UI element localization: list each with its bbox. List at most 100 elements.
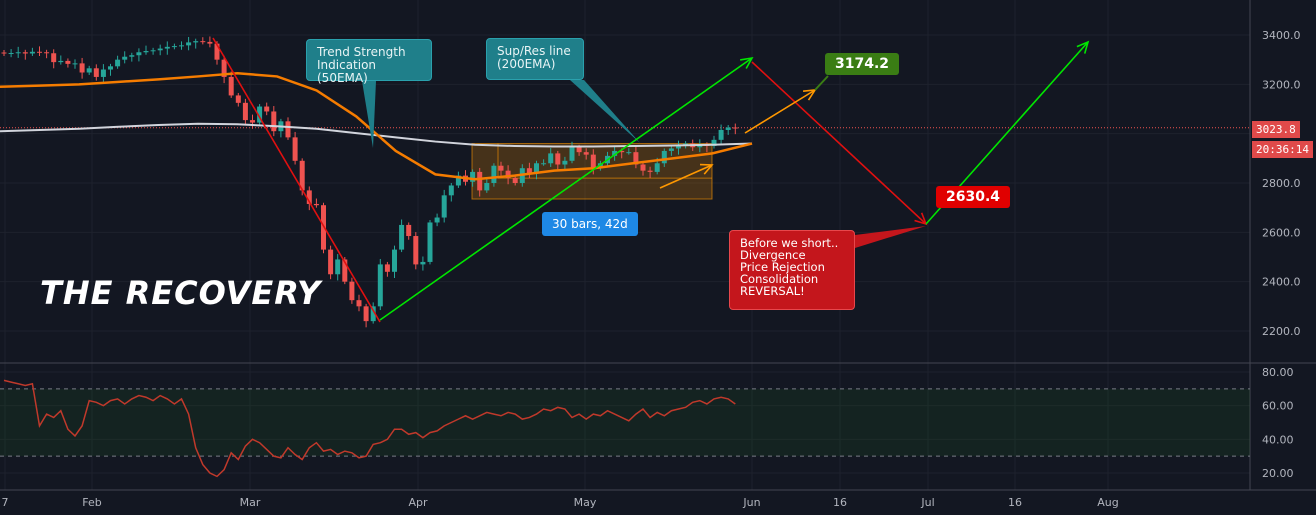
candle-body: [22, 52, 28, 54]
candle-body: [676, 146, 681, 149]
candle-body: [356, 300, 362, 307]
candle-body: [647, 170, 653, 172]
candle-body: [455, 175, 461, 186]
candle-body: [171, 46, 177, 48]
sup-res-callout: Sup/Res line (200EMA): [486, 38, 584, 80]
candle-body: [200, 41, 206, 43]
candle-body: [377, 264, 383, 307]
downtrend-line: [212, 37, 381, 323]
candle-body: [392, 249, 397, 272]
candle-body: [512, 178, 518, 183]
rsi-tick-label: 20.00: [1262, 467, 1294, 480]
candle-body: [477, 171, 483, 191]
target-up-connector: [814, 75, 829, 91]
candle-body: [448, 185, 454, 196]
last-price-tag: 3023.8: [1252, 121, 1300, 138]
candle-body: [150, 50, 156, 52]
sup-res-callout-pointer: [570, 80, 640, 143]
candle-body: [654, 163, 660, 172]
candle-body: [526, 168, 532, 174]
candle-body: [661, 150, 667, 164]
ema50-line: [0, 71, 753, 181]
candle-body: [1, 52, 7, 54]
orange-arrow-target: [744, 89, 816, 134]
time-tick-label: Aug: [1097, 496, 1118, 509]
candle-body: [718, 129, 724, 140]
candle-body: [250, 120, 255, 123]
target-down-label: 2630.4: [936, 186, 1011, 208]
candle-body: [129, 55, 135, 57]
candle-body: [498, 165, 504, 171]
candle-body: [640, 164, 646, 171]
candle-body: [725, 127, 731, 130]
candle-body: [441, 195, 447, 218]
candle-body: [72, 63, 78, 65]
candle-body: [44, 52, 50, 54]
trend-strength-callout: Trend Strength Indication (50EMA): [306, 39, 432, 85]
candle-body: [590, 154, 596, 169]
candle-body: [292, 137, 298, 161]
candle-body: [228, 76, 234, 96]
candle-body: [328, 249, 334, 275]
orange-arrow-target-head: [802, 89, 817, 101]
candle-body: [37, 51, 42, 53]
candle-body: [413, 236, 419, 265]
price-tick-label: 2800.0: [1262, 177, 1301, 190]
candle-body: [541, 163, 547, 165]
candle-body: [93, 68, 99, 77]
reversal-arrow: [751, 61, 927, 225]
candle-body: [15, 52, 21, 54]
candle-body: [562, 160, 568, 165]
candle-body: [264, 106, 270, 112]
candle-body: [434, 217, 440, 223]
candle-body: [548, 153, 554, 164]
candle-body: [335, 259, 341, 275]
time-tick-label: Jun: [742, 496, 760, 509]
candle-body: [406, 224, 412, 237]
candle-body: [58, 60, 64, 63]
rsi-tick-label: 40.00: [1262, 433, 1294, 446]
candle-body: [179, 45, 184, 47]
countdown-tag: 20:36:14: [1252, 141, 1313, 158]
candle-body: [384, 264, 390, 272]
candle-body: [633, 152, 639, 165]
time-tick-label: May: [574, 496, 597, 509]
candle-body: [100, 69, 106, 77]
time-tick-label: 16: [833, 496, 847, 509]
candle-body: [186, 42, 192, 46]
candle-body: [583, 152, 589, 155]
candle-body: [626, 152, 632, 154]
candle-body: [108, 66, 113, 70]
candle-body: [157, 48, 163, 51]
rsi-tick-label: 60.00: [1262, 400, 1294, 413]
candle-body: [505, 170, 511, 179]
candle-body: [51, 53, 57, 63]
candle-body: [306, 190, 312, 204]
price-tick-label: 2200.0: [1262, 325, 1301, 338]
price-tick-label: 2600.0: [1262, 226, 1301, 239]
candle-body: [349, 281, 355, 301]
candle-body: [136, 52, 142, 56]
candle-body: [427, 222, 433, 262]
time-tick-label: Mar: [240, 496, 261, 509]
candle-body: [122, 56, 128, 60]
rsi-tick-label: 80.00: [1262, 366, 1294, 379]
trend-callout-pointer: [362, 81, 376, 148]
candle-body: [399, 224, 405, 250]
candle-body: [313, 203, 319, 206]
candle-body: [271, 111, 277, 132]
candle-body: [285, 121, 291, 138]
candle-body: [534, 163, 539, 174]
recovery-arrow-head: [1076, 40, 1090, 54]
candle-body: [612, 150, 618, 156]
candle-body: [491, 165, 497, 183]
price-tick-label: 3200.0: [1262, 78, 1301, 91]
candle-body: [555, 153, 561, 165]
short-note-pointer: [855, 226, 926, 248]
candle-body: [342, 259, 348, 282]
price-tick-label: 3400.0: [1262, 29, 1301, 42]
orange-arrow-small-head: [699, 163, 714, 175]
candle-body: [420, 261, 426, 265]
candle-body: [207, 41, 213, 44]
